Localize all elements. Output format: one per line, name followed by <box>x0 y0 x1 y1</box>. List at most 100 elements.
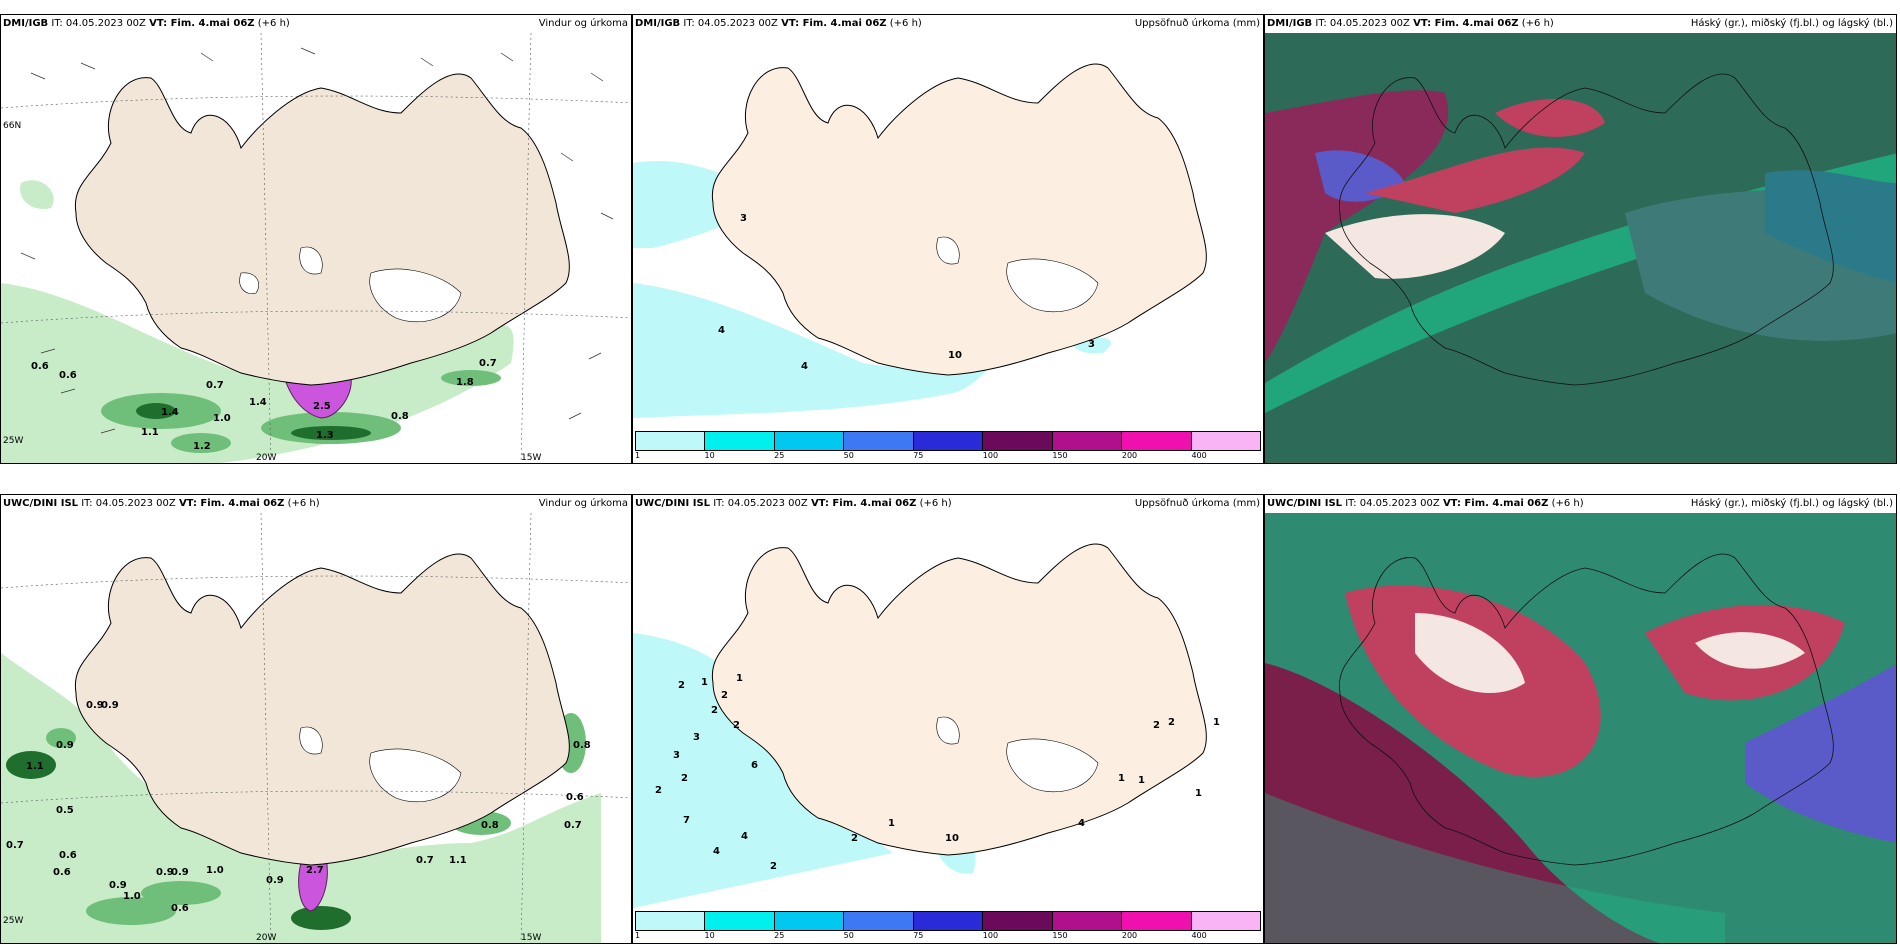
glacier <box>299 726 323 755</box>
colorbar-tick-label: 10 <box>704 931 715 940</box>
wind-precip-values: 0.9 0.9 0.9 1.1 0.5 0.7 0.6 0.6 0.9 1.0 … <box>6 700 591 914</box>
valid-time: VT: Fim. 4.mai 06Z <box>1413 18 1519 29</box>
valid-time: VT: Fim. 4.mai 06Z <box>178 498 285 509</box>
cloud-panel-bottom: UWC/DINI ISL IT: 04.05.2023 00Z VT: Fim.… <box>1264 494 1897 944</box>
colorbar-ticks: 1 10 25 50 75 100 150 200 400 <box>635 931 1261 943</box>
map-value: 4 <box>713 846 720 857</box>
init-time: IT: 04.05.2023 00Z <box>81 498 176 509</box>
wind-barbs <box>20 47 614 434</box>
map-value: 4 <box>801 361 808 372</box>
lead-time: (+6 h) <box>257 18 290 29</box>
map-value: 6 <box>751 760 758 771</box>
lead-time: (+6 h) <box>287 498 320 509</box>
precip-area <box>633 283 1015 418</box>
lead-time: (+6 h) <box>1521 18 1554 29</box>
colorbar-tick-label: 200 <box>1121 451 1138 460</box>
map-value: 0.7 <box>6 840 24 851</box>
map-value: 3 <box>740 213 747 224</box>
colorbar-bin <box>705 432 775 450</box>
map-value: 2 <box>711 705 718 716</box>
map-value: 2 <box>681 773 688 784</box>
precip-colorbar <box>635 431 1261 451</box>
map-value: 0.9 <box>56 740 74 751</box>
init-time: IT: 04.05.2023 00Z <box>713 498 808 509</box>
colorbar-ticks: 1 10 25 50 75 100 150 200 400 <box>635 451 1261 463</box>
colorbar-bin <box>913 912 984 930</box>
colorbar-bin <box>1122 912 1192 930</box>
map-value: 0.7 <box>416 855 434 866</box>
colorbar-tick-label: 50 <box>843 931 854 940</box>
iceland-landmass <box>711 63 1207 376</box>
colorbar-bin <box>636 912 706 930</box>
map-value: 1.0 <box>213 413 231 424</box>
glacier <box>936 716 960 745</box>
map-value: 2 <box>1153 720 1160 731</box>
colorbar-tick-label: 400 <box>1191 451 1207 460</box>
panel-header: DMI/IGB IT: 04.05.2023 00Z VT: Fim. 4.ma… <box>633 15 1263 33</box>
map-value: 2.7 <box>306 865 324 876</box>
colorbar-tick-label: 75 <box>913 451 924 460</box>
map-value: 10 <box>945 833 959 844</box>
map-value: 2 <box>1168 717 1175 728</box>
colorbar-bin <box>983 912 1053 930</box>
iceland-landmass <box>74 73 570 386</box>
map-value: 0.6 <box>59 850 77 861</box>
panel-title: Háský (gr.), miðský (fj.bl.) og lágský (… <box>1690 18 1893 29</box>
colorbar-bin <box>1052 912 1123 930</box>
lon-label-25w: 25W <box>3 436 23 446</box>
map-value: 1.2 <box>193 441 211 452</box>
lead-time: (+6 h) <box>919 498 952 509</box>
panel-header: UWC/DINI ISL IT: 04.05.2023 00Z VT: Fim.… <box>1265 495 1896 513</box>
colorbar-bin <box>844 432 914 450</box>
wind-precip-map: 20W 15W 25W 0.9 0.9 0.9 1.1 0.5 0.7 0.6 … <box>1 513 631 943</box>
colorbar-bin <box>844 912 914 930</box>
panel-title: Uppsöfnuð úrkoma (mm) <box>1134 18 1260 29</box>
map-value: 1 <box>1138 775 1145 786</box>
map-value: 0.9 <box>171 867 189 878</box>
panel-title: Háský (gr.), miðský (fj.bl.) og lágský (… <box>1690 498 1893 509</box>
colorbar-tick-label: 75 <box>913 931 924 940</box>
model-source: UWC/DINI ISL <box>635 498 711 509</box>
map-value: 0.6 <box>53 867 71 878</box>
panel-title: Vindur og úrkoma <box>538 498 628 509</box>
precip-area <box>633 633 893 908</box>
colorbar-tick-label: 50 <box>843 451 854 460</box>
map-value: 0.7 <box>206 380 224 391</box>
map-value: 0.9 <box>156 867 174 878</box>
glacier <box>369 748 462 803</box>
map-value: 1.1 <box>449 855 467 866</box>
map-value: 0.7 <box>479 358 497 369</box>
map-value: 0.9 <box>101 700 119 711</box>
colorbar-bin <box>774 912 845 930</box>
map-value: 0.6 <box>171 903 189 914</box>
map-value: 0.6 <box>59 370 77 381</box>
map-value: 7 <box>683 815 690 826</box>
accum-precip-panel-bottom: UWC/DINI ISL IT: 04.05.2023 00Z VT: Fim.… <box>632 494 1264 944</box>
map-value: 0.8 <box>573 740 591 751</box>
panel-header: DMI/IGB IT: 04.05.2023 00Z VT: Fim. 4.ma… <box>1265 15 1896 33</box>
map-value: 1.1 <box>141 427 159 438</box>
map-value: 1 <box>1195 788 1202 799</box>
accum-precip-map: 2 1 1 2 2 2 3 3 6 2 2 7 4 4 2 2 1 10 4 1… <box>633 543 1220 908</box>
iceland-outline <box>1338 73 1834 386</box>
panel-header: UWC/DINI ISL IT: 04.05.2023 00Z VT: Fim.… <box>1 495 631 513</box>
lead-time: (+6 h) <box>1551 498 1584 509</box>
map-value: 2 <box>655 785 662 796</box>
map-value: 0.5 <box>56 805 74 816</box>
map-value: 0.8 <box>481 820 499 831</box>
lon-label-15w: 15W <box>521 933 541 943</box>
model-source: DMI/IGB <box>3 18 49 29</box>
valid-time: VT: Fim. 4.mai 06Z <box>149 18 255 29</box>
map-value: 0.8 <box>391 411 409 422</box>
map-value: 1.1 <box>26 761 44 772</box>
map-value: 2 <box>851 833 858 844</box>
lon-label-15w: 15W <box>521 453 541 463</box>
graticule <box>1 513 631 943</box>
colorbar-bin <box>1052 432 1123 450</box>
map-value: 1 <box>1213 717 1220 728</box>
map-value: 1.4 <box>161 407 179 418</box>
map-value: 10 <box>948 350 962 361</box>
lon-label-20w: 20W <box>256 453 276 463</box>
map-value: 3 <box>1088 339 1095 350</box>
iceland-outline <box>1338 553 1834 866</box>
